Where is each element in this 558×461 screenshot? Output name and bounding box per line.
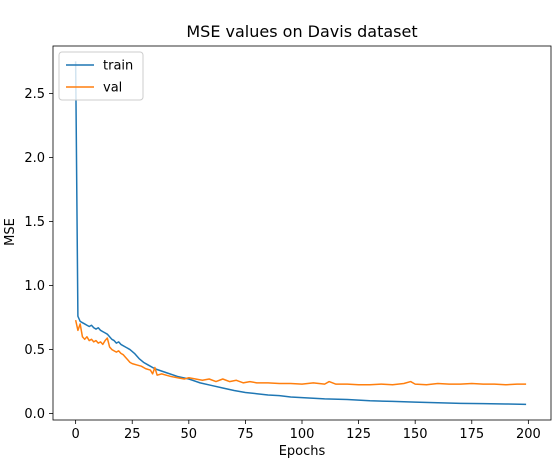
plot-area bbox=[74, 61, 527, 406]
x-tick-label: 0 bbox=[71, 427, 79, 442]
legend: train val bbox=[58, 51, 144, 101]
x-tick-label: 175 bbox=[459, 427, 484, 442]
y-tick-label: 0.0 bbox=[24, 407, 45, 422]
x-tick-label: 75 bbox=[237, 427, 254, 442]
y-tick-label: 0.5 bbox=[24, 343, 45, 358]
series-line-val bbox=[74, 319, 527, 386]
legend-box bbox=[58, 51, 144, 101]
legend-label-train: train bbox=[103, 59, 133, 74]
x-tick-label: 125 bbox=[346, 427, 371, 442]
x-tick-label: 200 bbox=[516, 427, 541, 442]
y-tick-label: 1.5 bbox=[24, 215, 45, 230]
series-line-train bbox=[74, 61, 527, 406]
y-tick-label: 2.5 bbox=[24, 87, 45, 102]
chart-title: MSE values on Davis dataset bbox=[186, 22, 417, 41]
x-tick-label: 100 bbox=[290, 427, 315, 442]
x-axis-label: Epochs bbox=[279, 444, 326, 459]
legend-label-val: val bbox=[103, 81, 122, 96]
axes: 0 25 50 75 100 125 150 175 200 0.0 0.5 1.0 1.5 2.0 2.5 bbox=[24, 45, 552, 442]
y-tick-label: 1.0 bbox=[24, 279, 45, 294]
x-tick-label: 150 bbox=[403, 427, 428, 442]
x-tick-label: 50 bbox=[181, 427, 198, 442]
y-axis-label: MSE bbox=[3, 218, 18, 246]
x-tick-label: 25 bbox=[124, 427, 141, 442]
y-tick-label: 2.0 bbox=[24, 151, 45, 166]
